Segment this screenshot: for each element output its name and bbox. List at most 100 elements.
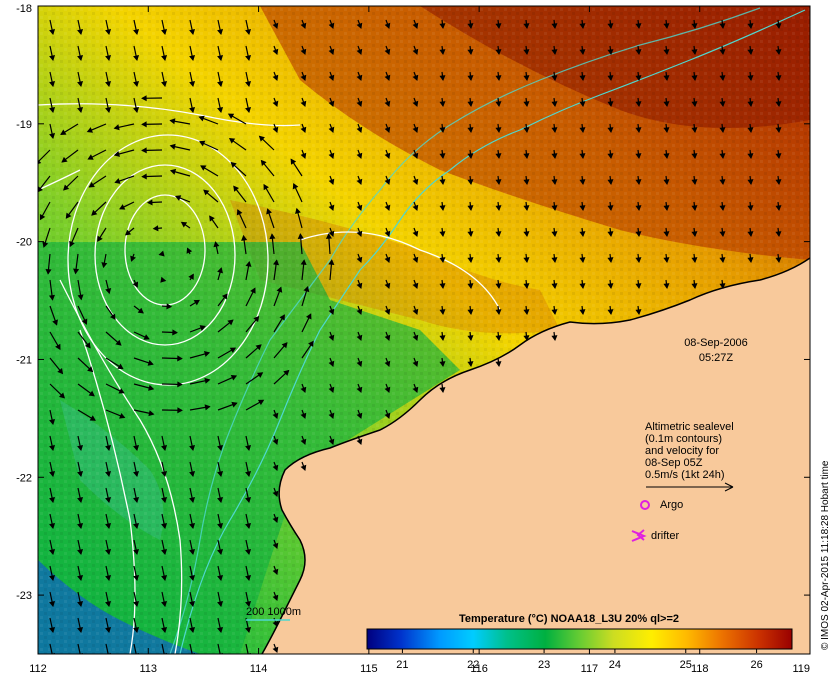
velocity-arrow-head	[412, 334, 419, 341]
lon-tick-label: 116	[470, 663, 488, 675]
velocity-arrow-head	[439, 361, 446, 368]
velocity-arrow-head	[495, 361, 502, 368]
velocity-arrow-head	[105, 522, 112, 530]
velocity-arrow-head	[328, 438, 335, 445]
velocity-arrow-head	[118, 388, 125, 394]
velocity-arrow-head	[384, 204, 391, 211]
velocity-arrow-head	[356, 230, 363, 237]
velocity-arrow-head	[52, 319, 59, 326]
velocity-arrow-head	[105, 106, 112, 114]
velocity-arrow-head	[607, 101, 614, 108]
velocity-arrow-head	[245, 626, 252, 634]
argo-icon	[640, 500, 650, 510]
velocity-arrow-head	[747, 127, 754, 134]
velocity-scale-arrow	[646, 482, 734, 492]
velocity-arrow-head	[193, 299, 200, 306]
velocity-arrow-head	[495, 231, 502, 238]
velocity-arrow-head	[328, 48, 335, 55]
colorbar-label: 21	[396, 659, 408, 671]
velocity-arrow-head	[328, 126, 335, 133]
land	[262, 258, 810, 654]
velocity-arrow-head	[141, 147, 147, 154]
velocity-arrow-head	[89, 415, 96, 421]
velocity-arrow-head	[300, 464, 307, 471]
velocity-arrow-head	[272, 594, 279, 601]
velocity-arrow-head	[551, 205, 558, 212]
velocity-arrow-head	[356, 282, 363, 289]
velocity-arrow-head	[217, 54, 224, 62]
velocity-arrow-head	[217, 267, 224, 274]
velocity-arrow-head	[269, 233, 276, 240]
velocity-arrow-head	[467, 361, 474, 368]
velocity-arrow-head	[241, 234, 248, 241]
legend-line-1: Altimetric sealevel	[645, 421, 734, 433]
velocity-arrow-head	[105, 287, 112, 295]
velocity-arrow-head	[551, 257, 558, 264]
velocity-arrow-head	[747, 179, 754, 186]
velocity-arrow-head	[384, 282, 391, 289]
velocity-arrow-head	[356, 126, 363, 133]
velocity-arrow-head	[328, 152, 335, 159]
velocity-arrow-head	[87, 366, 94, 373]
velocity-arrow	[189, 643, 193, 654]
velocity-arrow-head	[579, 309, 586, 316]
velocity-arrow-head	[691, 283, 698, 290]
lon-tick-label: 112	[29, 663, 47, 675]
velocity-arrow-head	[101, 262, 108, 269]
velocity-arrow-head	[227, 113, 235, 119]
velocity-arrow-head	[177, 381, 183, 388]
velocity-arrow-head	[199, 140, 206, 147]
velocity-arrow-head	[189, 444, 196, 452]
legend-line-5: 0.5m/s (1kt 24h)	[645, 469, 724, 481]
velocity-arrow-head	[579, 23, 586, 30]
velocity-arrow-head	[230, 161, 237, 168]
velocity-arrow-head	[412, 178, 419, 185]
velocity-arrow-head	[217, 470, 224, 478]
velocity-arrow-head	[189, 80, 196, 88]
velocity-arrow-head	[495, 23, 502, 30]
sealevel-contours	[38, 103, 501, 654]
velocity-arrow-head	[691, 23, 698, 30]
velocity-arrow-head	[105, 600, 112, 608]
velocity-arrow-head	[42, 241, 49, 248]
velocity-arrow-head	[217, 28, 224, 36]
velocity-arrow-head	[467, 153, 474, 160]
velocity-arrow-head	[328, 308, 335, 315]
velocity-arrow-head	[189, 522, 196, 530]
velocity-arrow-head	[161, 444, 168, 452]
velocity-arrow-head	[279, 314, 285, 321]
velocity-arrow-head	[607, 309, 614, 316]
velocity-arrow-head	[217, 522, 224, 530]
velocity-arrow-head	[49, 28, 56, 36]
velocity-arrow-head	[439, 283, 446, 290]
coastline	[261, 257, 810, 654]
velocity-arrow-head	[328, 386, 335, 393]
velocity-arrow-head	[551, 335, 558, 342]
velocity-arrow-head	[217, 600, 224, 608]
velocity-arrow-head	[217, 626, 224, 634]
velocity-arrow-head	[551, 231, 558, 238]
velocity-arrow-head	[49, 80, 56, 88]
velocity-arrow-head	[161, 522, 168, 530]
velocity-arrow-head	[439, 387, 446, 394]
velocity-arrow-head	[384, 256, 391, 263]
velocity-arrow-head	[65, 212, 72, 219]
velocity-arrow-head	[356, 204, 363, 211]
velocity-arrow-head	[523, 101, 530, 108]
map-time: 05:27Z	[699, 352, 734, 364]
velocity-arrow-head	[245, 28, 252, 36]
velocity-arrow-head	[161, 496, 168, 504]
velocity-arrow-head	[217, 496, 224, 504]
velocity-arrow-head	[356, 360, 363, 367]
velocity-arrow-head	[204, 404, 211, 411]
velocity-arrow	[161, 643, 165, 654]
velocity-arrow-head	[49, 470, 56, 478]
velocity-arrow-head	[384, 334, 391, 341]
colorbar-label: 24	[609, 659, 621, 671]
velocity-arrow-head	[143, 334, 150, 340]
velocity-arrow-head	[495, 283, 502, 290]
velocity-arrow-head	[203, 351, 211, 357]
velocity-arrow	[49, 643, 53, 654]
velocity-arrow-head	[257, 399, 265, 406]
velocity-arrow-head	[217, 444, 224, 452]
